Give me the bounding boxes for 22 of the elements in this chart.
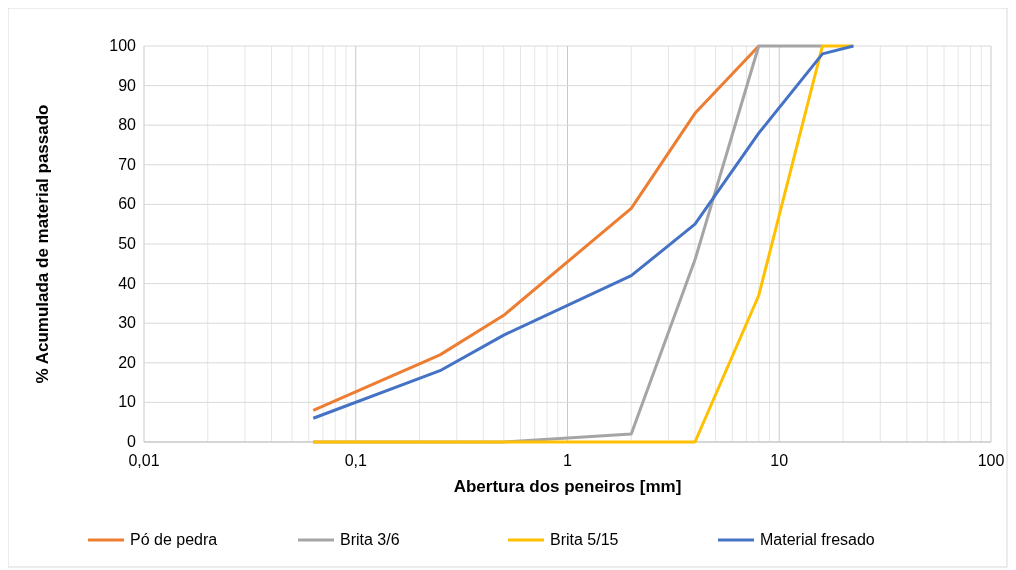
legend-label: Pó de pedra [130, 531, 218, 548]
y-axis-title: % Acumulada de material passado [33, 104, 52, 384]
x-tick-label: 100 [977, 452, 1005, 469]
x-axis-title: Abertura dos peneiros [mm] [453, 477, 682, 496]
legend-label: Brita 5/15 [550, 531, 619, 548]
y-tick-label: 0 [127, 433, 137, 450]
y-tick-label: 20 [118, 353, 137, 371]
y-tick-label: 30 [118, 314, 137, 332]
x-tick-label: 0,1 [344, 452, 367, 469]
y-tick-label: 80 [118, 116, 137, 134]
y-tick-label: 70 [118, 155, 137, 173]
y-tick-label: 90 [118, 76, 137, 94]
y-tick-label: 100 [109, 37, 137, 54]
y-tick-label: 10 [118, 393, 137, 411]
x-tick-label: 1 [563, 452, 573, 469]
y-tick-label: 50 [118, 235, 137, 252]
x-tick-label: 10 [770, 452, 789, 469]
x-tick-label: 0,01 [128, 452, 160, 469]
legend-label: Material fresado [760, 531, 875, 548]
y-tick-label: 60 [118, 195, 137, 213]
legend-label: Brita 3/6 [340, 531, 400, 548]
y-tick-label: 40 [118, 274, 137, 292]
